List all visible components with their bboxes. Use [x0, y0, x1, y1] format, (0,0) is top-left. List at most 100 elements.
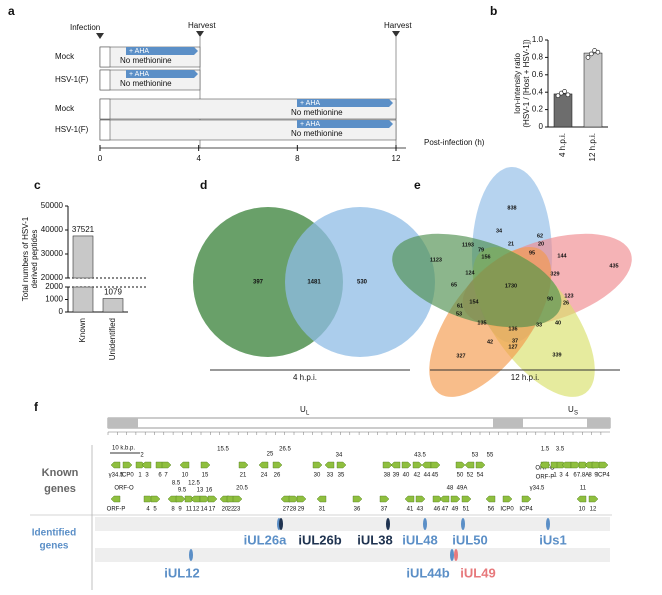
gene-arrow [475, 461, 486, 469]
identified-gene-name: iUL12 [164, 565, 199, 580]
y-tick-label: 50000 [41, 201, 64, 210]
time-tick-label: 4 [196, 154, 201, 163]
replicate-point [565, 92, 571, 98]
bar [72, 286, 94, 313]
replicate-point [595, 49, 601, 55]
gene-label: 37 [381, 507, 388, 513]
gene-label: ORF-P [536, 475, 555, 481]
y-tick-label: 0.8 [532, 53, 544, 62]
venn-caption: 4 h.p.i. [293, 373, 317, 382]
y-axis-label: derived peptides [30, 230, 39, 289]
gene-label: 20 [222, 507, 229, 513]
scale-label: 10 k.b.p. [112, 446, 135, 452]
gene-label: γ34.5 [530, 486, 545, 492]
aha-arrow [297, 99, 393, 107]
gene-label: 22 [228, 507, 235, 513]
region-sub: S [574, 411, 578, 417]
gene-label: 1 [553, 473, 557, 479]
venn-count: 144 [557, 253, 567, 259]
panel-label: c [34, 178, 41, 192]
gene-label: γ34.5 [109, 473, 124, 479]
venn-count: 1123 [430, 257, 442, 263]
gene-label: 10 [579, 507, 586, 513]
gene-label: 3 [559, 473, 563, 479]
venn-count: 1193 [462, 242, 474, 248]
y-axis-label: (HSV-1 / [Host + HSV-1]) [522, 39, 531, 128]
venn-count: 65 [451, 282, 457, 288]
row-label: HSV-1(F) [55, 75, 89, 84]
time-tick-label: 12 [392, 154, 401, 163]
gene-label: 10 [182, 473, 189, 479]
gene-label: 15.5 [217, 447, 229, 453]
gene-arrow [415, 495, 426, 503]
identified-gene-marker [461, 518, 465, 530]
gene-arrow [539, 461, 550, 469]
gene-label: 4 [146, 507, 150, 513]
gene-arrow [401, 461, 412, 469]
gene-arrow [464, 461, 475, 469]
gene-label: 38 [384, 473, 391, 479]
marker-triangle [96, 33, 104, 39]
gene-label: 7.8A [577, 473, 589, 479]
venn-count: 90 [547, 296, 553, 302]
identified-gene-name: iUL44b [406, 565, 449, 580]
gene-arrow [324, 461, 335, 469]
venn-count: 530 [357, 280, 368, 286]
gene-label: 1.5 [541, 447, 550, 453]
y-tick-label: 1.0 [532, 35, 544, 44]
gene-label: 25 [267, 452, 274, 458]
panel-label: d [200, 178, 207, 192]
gene-label: 24 [261, 473, 268, 479]
y-tick-label: 30000 [41, 249, 64, 258]
identified-gene-marker [386, 518, 390, 530]
venn-count: 21 [508, 241, 514, 247]
venn-count: 135 [477, 320, 486, 326]
gene-label: 33 [327, 473, 334, 479]
gene-arrow [379, 495, 390, 503]
gene-label: ICP0 [120, 473, 134, 479]
venn-count: 34 [496, 228, 503, 234]
gene-label: 49 [452, 507, 459, 513]
treatment-label: + AHA [300, 100, 320, 107]
gene-label: 47 [442, 507, 449, 513]
venn-count: 95 [529, 250, 535, 256]
identified-gene-name: iUL26a [244, 532, 287, 547]
y-tick-label: 0 [539, 122, 544, 131]
gene-arrow [179, 461, 190, 469]
y-tick-label: 0 [59, 307, 64, 316]
x-tick-label: 4 h.p.i. [558, 133, 567, 157]
repeat-region [493, 418, 523, 428]
region-label: U [568, 405, 574, 414]
time-tick-label: 0 [98, 154, 103, 163]
identified-gene-name: iUL49 [460, 565, 495, 580]
gene-label: 11 [186, 507, 193, 513]
start-box [99, 119, 111, 141]
identified-gene-name: iUL38 [357, 532, 392, 547]
y-tick-label: 20000 [41, 273, 64, 282]
venn-count: 124 [465, 270, 475, 276]
bar [583, 52, 603, 128]
y-tick-label: 0.4 [532, 87, 544, 96]
gene-label: 9 [178, 507, 182, 513]
gene-label: 12 [193, 507, 200, 513]
venn-count: 435 [609, 263, 618, 269]
gene-arrow [521, 495, 532, 503]
aha-arrow [126, 70, 198, 78]
gene-label: 54 [477, 473, 484, 479]
identified-gene-marker [450, 549, 454, 561]
venn-count: 838 [507, 205, 516, 211]
start-box [99, 46, 111, 68]
value-label: 37521 [72, 225, 95, 234]
gene-label: 49A [457, 486, 468, 492]
venn-count: 154 [469, 299, 479, 305]
gene-arrow [588, 495, 599, 503]
venn-set [285, 207, 435, 357]
identified-genes-label: genes [40, 541, 69, 552]
infection-label: Infection [70, 23, 100, 32]
identified-gene-marker [423, 518, 427, 530]
y-tick-label: 0.2 [532, 105, 544, 114]
time-axis-label: Post-infection (h) [424, 138, 485, 147]
identified-gene-name: iUL50 [452, 532, 487, 547]
gene-label: 52 [467, 473, 474, 479]
